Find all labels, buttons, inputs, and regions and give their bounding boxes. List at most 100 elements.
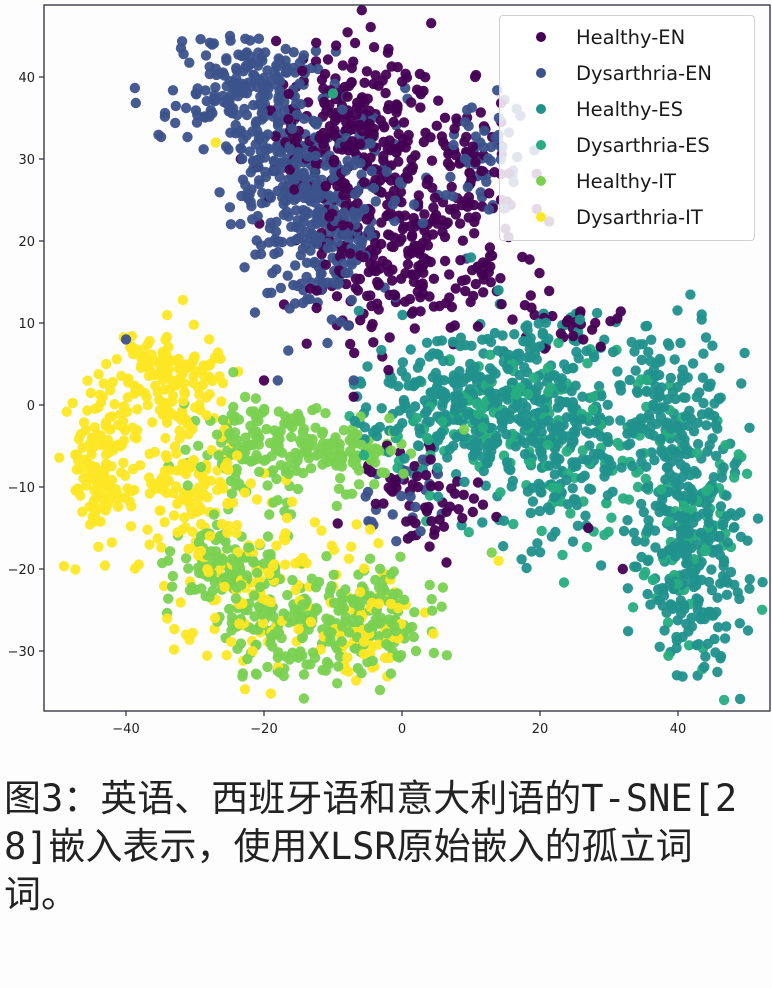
data-point <box>293 624 304 635</box>
data-point <box>249 307 261 318</box>
data-point <box>170 100 181 112</box>
data-point <box>168 644 180 655</box>
data-point <box>196 530 207 542</box>
data-point <box>258 72 269 84</box>
data-point <box>406 97 417 108</box>
data-point <box>397 223 409 235</box>
data-point <box>180 444 191 455</box>
data-point <box>447 191 459 202</box>
data-point <box>365 21 376 33</box>
data-point <box>285 236 297 247</box>
data-point <box>262 129 273 140</box>
data-point <box>477 452 489 463</box>
data-point <box>595 341 606 352</box>
data-point <box>373 445 385 456</box>
data-point <box>428 628 439 639</box>
data-point <box>222 527 233 538</box>
data-point <box>288 47 299 58</box>
data-point <box>336 636 347 647</box>
data-point <box>123 373 134 384</box>
data-point <box>77 506 88 517</box>
data-point <box>159 465 171 477</box>
data-point <box>259 405 270 417</box>
data-point <box>534 547 546 558</box>
data-point <box>245 167 256 178</box>
data-point <box>78 473 89 484</box>
data-point <box>346 294 357 306</box>
data-point <box>194 501 205 512</box>
data-point <box>250 393 261 404</box>
data-point <box>485 349 496 360</box>
legend-item-dysarthria-es: Dysarthria-ES <box>500 128 754 162</box>
data-point <box>312 209 323 221</box>
data-point <box>271 264 282 275</box>
data-point <box>71 464 83 475</box>
data-point <box>687 358 699 369</box>
data-point <box>524 254 535 265</box>
data-point <box>188 354 199 365</box>
data-point <box>324 99 335 111</box>
data-point <box>403 129 414 141</box>
data-point <box>590 415 602 427</box>
data-point <box>353 479 365 490</box>
data-point <box>221 53 232 64</box>
data-point <box>544 460 555 471</box>
data-point <box>431 381 443 392</box>
data-point <box>270 35 282 47</box>
data-point <box>283 88 294 100</box>
data-point <box>184 585 196 596</box>
data-point <box>691 640 702 651</box>
data-point <box>473 408 484 419</box>
data-point <box>462 182 473 193</box>
data-point <box>388 185 400 197</box>
data-point <box>397 357 409 368</box>
data-point <box>478 287 489 298</box>
data-point <box>211 69 222 81</box>
data-point <box>258 82 270 93</box>
data-point <box>683 640 695 651</box>
data-point <box>594 448 605 460</box>
data-point <box>278 209 289 220</box>
data-point <box>170 117 181 129</box>
data-point <box>88 504 100 515</box>
data-point <box>271 216 282 228</box>
data-point <box>258 141 269 152</box>
data-point <box>577 445 588 456</box>
data-point <box>169 375 180 387</box>
data-point <box>381 166 392 177</box>
data-point <box>247 155 259 167</box>
data-point <box>265 549 276 560</box>
data-point <box>653 595 664 606</box>
data-point <box>432 491 444 502</box>
data-point <box>510 441 521 452</box>
data-point <box>185 502 196 513</box>
data-point <box>718 694 730 706</box>
data-point <box>353 615 365 626</box>
data-point <box>553 337 564 349</box>
data-point <box>475 371 486 382</box>
data-point <box>688 567 699 578</box>
data-point <box>182 480 193 491</box>
data-point <box>479 125 490 136</box>
data-point <box>269 248 280 260</box>
data-point <box>364 105 375 117</box>
data-point <box>460 274 471 285</box>
data-point <box>414 423 425 434</box>
data-point <box>278 198 289 210</box>
data-point <box>238 66 249 77</box>
data-point <box>709 398 720 409</box>
data-point <box>453 504 464 515</box>
data-point <box>294 78 305 89</box>
data-point <box>293 146 304 158</box>
data-point <box>352 197 363 209</box>
data-point <box>149 446 161 458</box>
data-point <box>358 648 369 660</box>
data-point <box>406 165 418 176</box>
data-point <box>475 107 486 118</box>
data-point <box>382 143 393 155</box>
data-point <box>272 652 283 663</box>
data-point <box>388 241 399 253</box>
data-point <box>636 354 647 366</box>
data-point <box>169 623 180 635</box>
legend-item-healthy-en: Healthy-EN <box>500 20 754 54</box>
